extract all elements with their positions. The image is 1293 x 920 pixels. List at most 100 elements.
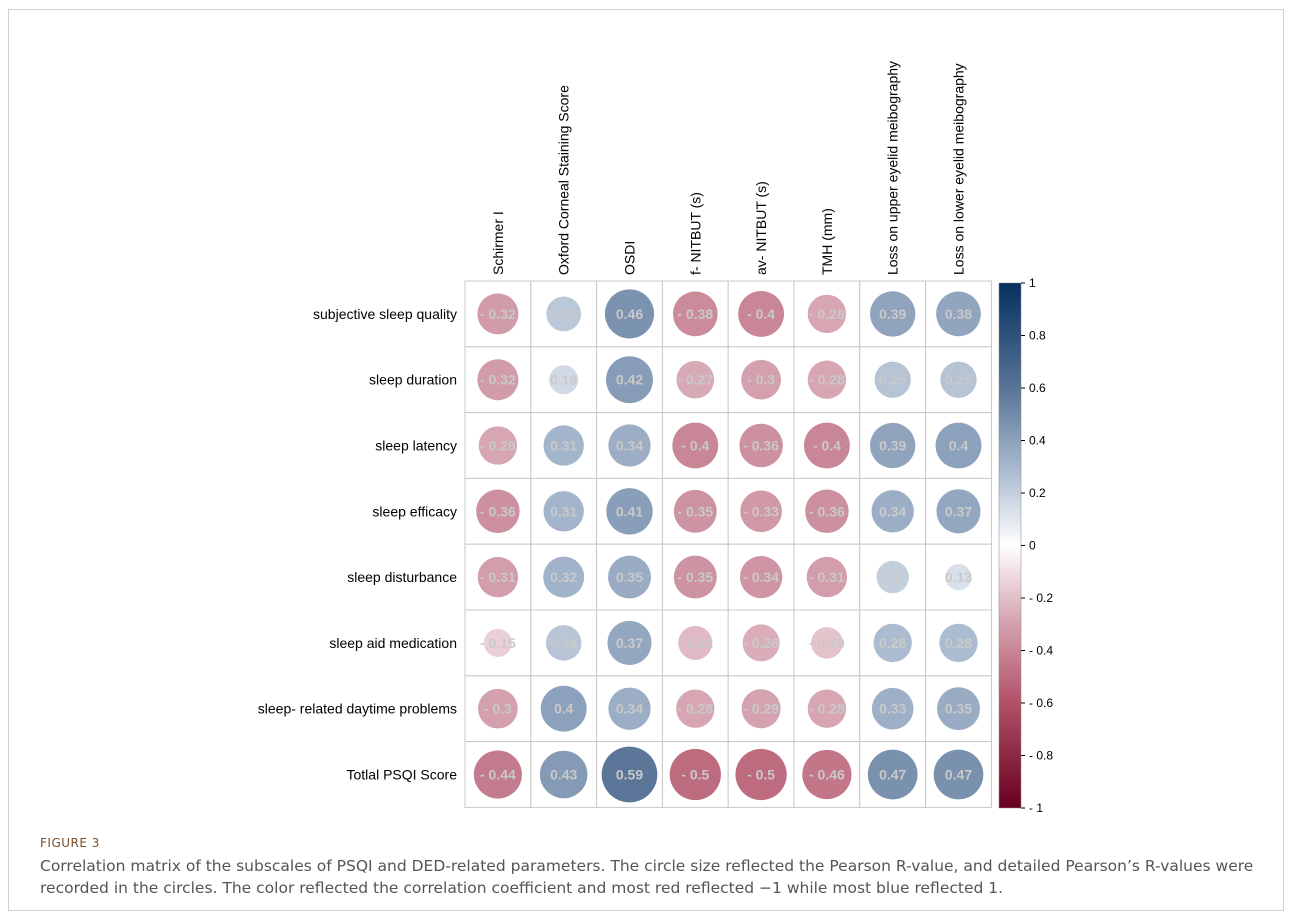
value-label: - 0.28 [809, 701, 845, 717]
value-label: - 0.22 [677, 635, 713, 651]
correlation-matrix-chart: - 0.32 0.23 0.46 - 0.38 - 0.4 - 0.28 0.39 0.38 -… [258, 61, 1054, 815]
correlation-circle [478, 688, 518, 729]
correlation-circle [741, 359, 781, 400]
value-label: 0.59 [616, 767, 643, 783]
correlation-circle [739, 423, 783, 468]
value-label: 0.13 [945, 569, 972, 585]
correlation-circle [935, 422, 982, 469]
value-label: 0.39 [879, 306, 906, 322]
value-label: - 0.3 [747, 372, 775, 388]
colorbar-tick-label: - 1 [1029, 801, 1043, 815]
correlation-circle [673, 489, 717, 533]
value-label: 0.24 [550, 635, 577, 651]
value-label: - 0.36 [809, 503, 845, 519]
correlation-circle [870, 422, 916, 469]
correlation-circle [672, 422, 719, 469]
correlation-circle [739, 555, 783, 599]
value-label: - 0.36 [743, 438, 779, 454]
column-label: OSDI [622, 241, 638, 275]
value-label: - 0.28 [809, 372, 845, 388]
value-label: - 0.5 [747, 767, 775, 783]
value-label: - 0.44 [480, 767, 516, 783]
column-label: Loss on upper eyelid meibography [885, 61, 901, 275]
correlation-circle [549, 365, 579, 395]
value-label: - 0.35 [677, 503, 713, 519]
correlation-circle [483, 628, 512, 657]
value-label: 0.43 [550, 767, 577, 783]
correlation-circle [802, 749, 852, 800]
value-label: - 0.4 [681, 438, 709, 454]
correlation-circle [874, 361, 911, 398]
correlation-circle [803, 422, 850, 469]
correlation-circle [741, 689, 781, 729]
value-label: - 0.4 [813, 438, 841, 454]
correlation-circle [477, 293, 519, 335]
value-label: - 0.28 [480, 438, 516, 454]
colorbar-tick-label: 0.2 [1029, 486, 1046, 500]
correlation-circle [543, 556, 585, 598]
value-label: - 0.38 [677, 306, 713, 322]
colorbar-tick-label: 0.6 [1029, 381, 1046, 395]
correlation-circle [545, 625, 582, 661]
colorbar-tick-label: - 0.2 [1029, 591, 1053, 605]
correlation-circle [939, 623, 978, 663]
column-label: TMH (mm) [819, 208, 835, 275]
value-label: 0.4 [949, 438, 969, 454]
correlation-circle [606, 356, 653, 404]
value-label: 0.16 [550, 372, 577, 388]
correlation-circle [476, 489, 520, 534]
value-label: - 0.4 [747, 306, 775, 322]
row-label: sleep- related daytime problems [258, 701, 457, 717]
value-label: 0.41 [616, 503, 643, 519]
value-label: 0.28 [945, 635, 972, 651]
correlation-circle [933, 749, 984, 800]
value-label: - 0.32 [480, 372, 516, 388]
correlation-circle [678, 625, 713, 660]
value-label: 0.25 [879, 372, 906, 388]
correlation-circle [608, 424, 651, 467]
correlation-circle [805, 489, 849, 534]
correlation-circle [871, 687, 914, 730]
value-label: - 0.19 [809, 635, 845, 651]
correlation-circle [876, 560, 909, 594]
value-label: 0.46 [616, 306, 643, 322]
correlation-circle [873, 623, 912, 663]
value-label: 0.31 [550, 503, 577, 519]
value-label: - 0.34 [743, 569, 779, 585]
correlation-circle [945, 564, 972, 591]
value-label: 0.32 [550, 569, 577, 585]
correlation-circle [478, 426, 518, 465]
value-label: 0.35 [945, 701, 972, 717]
value-label: 0.38 [945, 306, 972, 322]
value-label: 0.28 [879, 635, 906, 651]
value-label: - 0.27 [677, 372, 713, 388]
value-label: - 0.3 [484, 701, 512, 717]
value-label: 0.25 [945, 372, 972, 388]
row-label: sleep duration [369, 372, 457, 388]
correlation-circle [601, 746, 658, 803]
colorbar-tick-label: 0.4 [1029, 434, 1046, 448]
value-label: 0.37 [616, 635, 643, 651]
row-label: sleep aid medication [329, 635, 457, 651]
correlation-circle [608, 555, 651, 599]
correlation-circle [604, 289, 655, 339]
value-label: 0.37 [945, 503, 972, 519]
correlation-circle [607, 620, 652, 665]
correlation-circle [740, 490, 782, 533]
value-label: 0.34 [879, 503, 906, 519]
correlation-circle [477, 556, 519, 598]
correlation-circle [543, 491, 584, 532]
value-label: - 0.5 [681, 767, 709, 783]
value-label: - 0.46 [809, 767, 845, 783]
colorbar-tick-label: 0 [1029, 539, 1036, 553]
figure-caption: Correlation matrix of the subscales of P… [40, 857, 1254, 897]
value-label: 0.47 [879, 767, 906, 783]
correlation-circle [543, 425, 584, 466]
correlation-circle [867, 749, 918, 800]
correlation-circle [807, 689, 847, 728]
correlation-circle [473, 750, 522, 799]
correlation-circle [477, 359, 519, 401]
correlation-circle [871, 490, 914, 533]
correlation-circle [676, 360, 715, 399]
colorbar-tick-label: - 0.4 [1029, 644, 1053, 658]
